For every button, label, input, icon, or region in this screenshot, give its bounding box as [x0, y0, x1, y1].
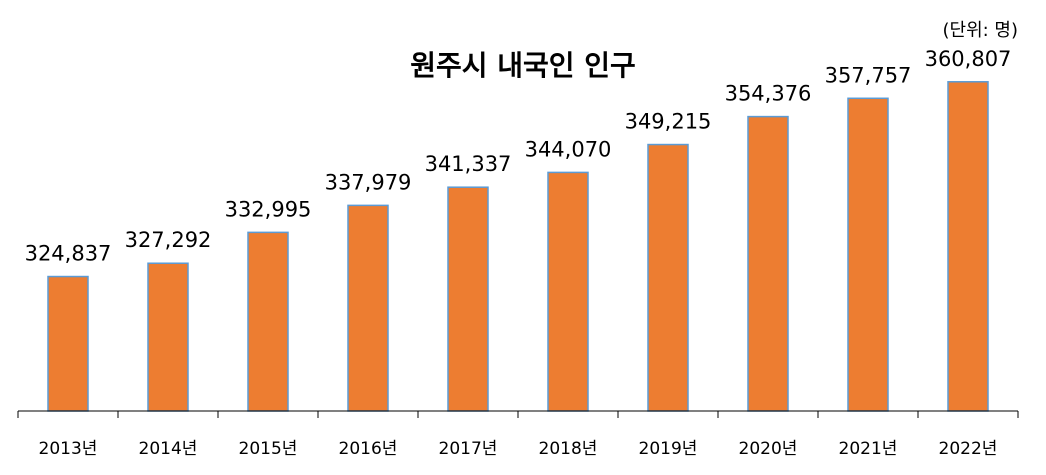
- bar-2020년: [747, 115, 789, 412]
- bar-2021년: [847, 97, 889, 412]
- data-label: 344,070: [525, 137, 612, 161]
- x-tick-label: 2017년: [439, 439, 498, 459]
- chart-title: 원주시 내국인 인구: [410, 49, 636, 82]
- bar-2016년: [347, 204, 389, 412]
- data-label: 337,979: [325, 170, 412, 194]
- data-label: 360,807: [925, 47, 1012, 71]
- x-tick-label: 2013년: [39, 439, 98, 459]
- x-tick-label: 2022년: [939, 439, 998, 459]
- data-label: 327,292: [125, 228, 212, 252]
- unit-label: (단위: 명): [942, 20, 1018, 41]
- x-tick-label: 2021년: [839, 439, 898, 459]
- x-axis: 2013년 2014년 2015년 2016년 2017년 2018년 2019년 2020년…: [17, 410, 1019, 459]
- data-label: 354,376: [725, 82, 812, 106]
- data-label: 341,337: [425, 152, 512, 176]
- bar-2014년: [147, 262, 189, 412]
- bar-2018년: [547, 171, 589, 412]
- data-label: 324,837: [25, 242, 112, 266]
- bar-2022년: [947, 81, 989, 412]
- bar-2013년: [47, 275, 89, 412]
- x-tick-label: 2014년: [139, 439, 198, 459]
- data-labels-layer: 324,837 327,292 332,995 337,979 341,337 344,0…: [25, 47, 1012, 266]
- data-label: 332,995: [225, 197, 312, 221]
- bar-2015년: [247, 231, 289, 412]
- x-tick-label: 2020년: [739, 439, 798, 459]
- x-tick-label: 2019년: [639, 439, 698, 459]
- x-tick-label: 2018년: [539, 439, 598, 459]
- bars-layer: [47, 81, 989, 412]
- bar-2019년: [647, 143, 689, 412]
- data-label: 357,757: [825, 63, 912, 87]
- x-tick-label: 2015년: [239, 439, 298, 459]
- data-label: 349,215: [625, 110, 712, 134]
- bar-2017년: [447, 186, 489, 412]
- x-tick-label: 2016년: [339, 439, 398, 459]
